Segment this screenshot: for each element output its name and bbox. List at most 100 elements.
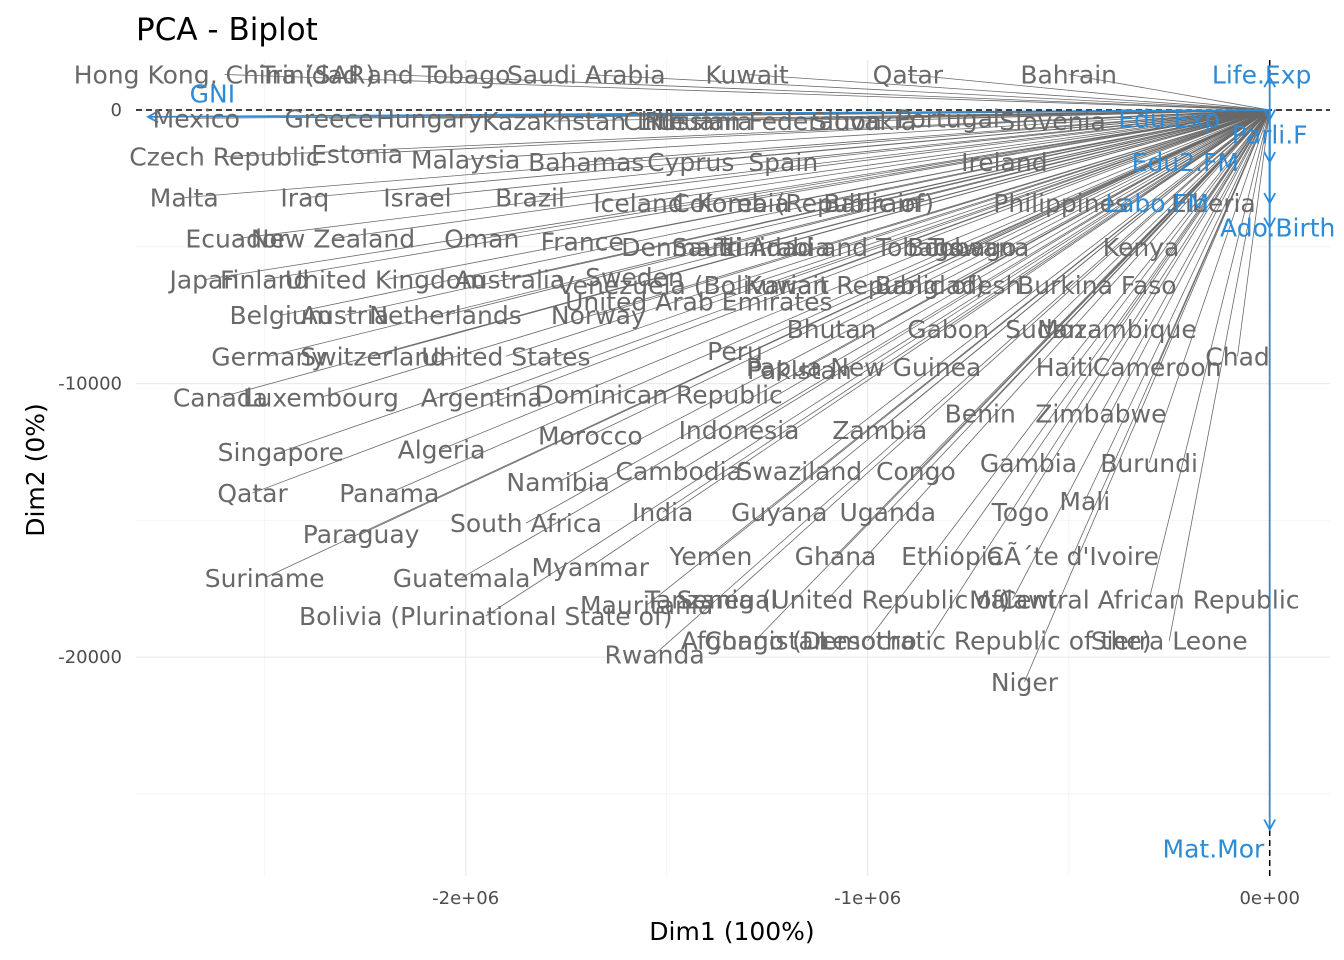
individual-label: Canada: [173, 383, 268, 412]
individual-label: Bangladesh: [875, 271, 1022, 300]
y-axis-title: Dim2 (0%): [21, 403, 50, 537]
individual-label: Mozambique: [1037, 315, 1197, 344]
individual-label: Chile: [623, 107, 686, 136]
individual-label: Estonia: [311, 140, 403, 169]
individual-line: [590, 109, 1270, 436]
individual-label: Saudi Arabia: [672, 233, 831, 262]
individual-line: [827, 109, 1270, 600]
individual-line: [1237, 110, 1271, 357]
individual-line: [726, 109, 1270, 601]
variable-arrowhead: [1263, 75, 1276, 88]
individual-line: [220, 109, 1270, 398]
individual-label: Slovenia: [999, 107, 1105, 136]
individual-label: Iceland: [593, 189, 683, 218]
individual-label: New Zealand: [251, 225, 415, 254]
individual-line: [951, 109, 1271, 557]
x-tick-label: -1e+06: [834, 888, 901, 909]
individual-label: Malawi: [969, 586, 1056, 615]
individual-label: Philippines: [993, 189, 1128, 218]
individual-connector-lines: [184, 74, 1271, 682]
individual-line: [678, 109, 1270, 472]
individual-label: Singapore: [218, 438, 344, 467]
individual-label: Qatar: [873, 60, 944, 89]
individual-label: Ethiopia: [901, 542, 1003, 571]
individual-label: Ecuador: [185, 225, 288, 254]
individual-label: Australia: [455, 266, 566, 295]
chart-title: PCA - Biplot: [136, 12, 318, 48]
individual-label: Burundi: [1100, 449, 1198, 478]
individual-label: Saudi Arabia: [507, 60, 666, 89]
individual-label: Zambia: [832, 416, 927, 445]
individual-line: [831, 109, 1270, 330]
individual-label: Sweden: [585, 263, 684, 292]
individual-line: [1044, 109, 1270, 330]
individual-line: [264, 109, 1270, 579]
variable-arrow: [148, 109, 1270, 118]
individual-label: Pakistan: [747, 356, 852, 385]
individual-line: [638, 109, 1270, 204]
individual-line: [264, 109, 1270, 281]
individual-line: [357, 109, 1270, 155]
individual-label: Colombia: [672, 189, 789, 218]
individual-line: [927, 109, 1271, 641]
individual-label: Benin: [945, 400, 1016, 429]
individual-line: [586, 74, 1270, 111]
individual-label: Rwanda: [605, 640, 705, 669]
individual-label: Kuwait: [746, 271, 830, 300]
individual-label: Qatar: [217, 479, 288, 508]
individual-line: [747, 74, 1270, 111]
individual-line: [1148, 109, 1271, 464]
individual-label: Congo: [876, 457, 956, 486]
individual-label: Germany: [211, 342, 326, 371]
individual-line: [734, 109, 1270, 352]
individual-label: Trinidad and Tobago: [259, 60, 510, 89]
individual-line: [529, 109, 1270, 198]
individual-label: Czech Republic: [129, 143, 319, 172]
individual-label: Sudan: [1005, 315, 1084, 344]
individual-line: [1064, 109, 1271, 368]
individual-line: [799, 109, 1270, 472]
individual-line: [1100, 109, 1271, 414]
individual-label: India: [632, 498, 693, 527]
individual-label: Malaysia: [411, 145, 520, 174]
individual-label: Burkina Faso: [1017, 271, 1177, 300]
x-axis-ticks: -2e+06 -1e+06 0e+00: [432, 888, 1300, 909]
individual-label: Cameroon: [1093, 353, 1222, 382]
individual-line: [236, 109, 1270, 240]
individual-line: [586, 109, 1270, 163]
individual-label: Japan: [167, 266, 239, 295]
individual-label: Dominican Republic: [534, 381, 782, 410]
individual-label: Kenya: [1103, 233, 1180, 262]
variable-arrowhead: [146, 110, 159, 124]
individual-label: Kazakhstan: [482, 107, 626, 136]
individual-label: Lithuania: [637, 107, 753, 136]
individual-label: Belgium: [229, 301, 332, 330]
individual-label: Peru: [707, 337, 763, 366]
individual-line: [465, 109, 1270, 160]
individual-line: [525, 109, 1270, 524]
individual-line: [332, 109, 1270, 240]
individual-label: Panama: [339, 479, 439, 508]
variable-label: Mat.Mor: [1163, 835, 1266, 864]
individual-line: [662, 109, 1270, 513]
individual-label: Luxembourg: [243, 383, 399, 412]
individual-label: Zimbabwe: [1035, 400, 1166, 429]
individual-line: [224, 74, 1270, 111]
individual-line: [590, 109, 1270, 568]
individual-line: [184, 109, 1270, 198]
individual-label: Mali: [1059, 487, 1110, 516]
individual-label: Togo: [991, 498, 1049, 527]
individual-line: [268, 109, 1270, 357]
variable-label: GNI: [190, 80, 235, 109]
individual-line: [441, 109, 1270, 450]
individual-line: [1072, 109, 1271, 557]
individual-labels: Hong Kong, China (SAR)Trinidad and Tobag…: [74, 60, 1300, 696]
variable-label: Labo.FM: [1105, 189, 1209, 218]
individual-line: [1084, 109, 1271, 502]
individual-label: Sierra Leone: [1091, 627, 1248, 656]
individual-label: Norway: [551, 301, 646, 330]
x-axis-title: Dim1 (100%): [649, 917, 814, 946]
individual-line: [948, 109, 1270, 119]
individual-label: Tanzania (United Republic of): [644, 586, 1010, 615]
